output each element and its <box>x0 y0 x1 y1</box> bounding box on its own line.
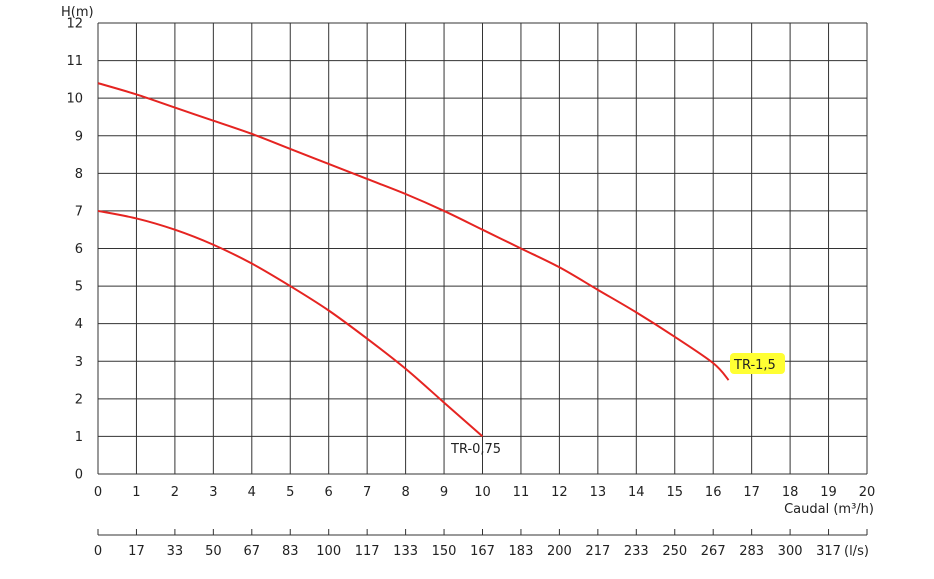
secondary-tick-label: 183 <box>509 544 534 559</box>
y-tick-label: 10 <box>66 92 83 107</box>
secondary-tick-label: 233 <box>624 544 649 559</box>
series-curves <box>97 82 730 438</box>
secondary-tick-label: 33 <box>167 544 184 559</box>
x-tick-label: 1 <box>132 485 140 500</box>
secondary-tick-label: 217 <box>585 544 610 559</box>
secondary-tick-label: 300 <box>778 544 803 559</box>
y-tick-label: 2 <box>75 392 83 407</box>
y-tick-label: 4 <box>75 317 83 332</box>
x-tick-label: 10 <box>474 485 491 500</box>
secondary-tick-label: 67 <box>244 544 261 559</box>
x-tick-label: 6 <box>325 485 333 500</box>
x-tick-label: 13 <box>590 485 607 500</box>
secondary-tick-label: 50 <box>205 544 222 559</box>
secondary-tick-label: 117 <box>355 544 380 559</box>
x-tick-label: 17 <box>743 485 760 500</box>
x-tick-label: 20 <box>859 485 876 500</box>
series-label-tr-15: TR-1,5 <box>733 358 776 373</box>
x-tick-label: 15 <box>666 485 683 500</box>
series-label-highlight <box>730 353 785 374</box>
secondary-tick-label: 283 <box>739 544 764 559</box>
x-tick-label: 3 <box>209 485 217 500</box>
y-axis-title: H(m) <box>61 5 94 20</box>
series-labels: TR-0,75 TR-1,5 <box>450 353 785 457</box>
y-tick-label: 1 <box>75 430 83 445</box>
x-tick-label: 11 <box>513 485 530 500</box>
secondary-tick-label: 167 <box>470 544 495 559</box>
secondary-tick-label: 100 <box>316 544 341 559</box>
secondary-axis-unit: (l/s) <box>844 544 869 559</box>
x-tick-label: 12 <box>551 485 568 500</box>
x-tick-label: 19 <box>820 485 837 500</box>
x-tick-label: 7 <box>363 485 371 500</box>
x-axis-title: Caudal (m³/h) <box>784 502 874 517</box>
x-tick-label: 2 <box>171 485 179 500</box>
x-tick-label: 5 <box>286 485 294 500</box>
x-tick-label: 0 <box>94 485 102 500</box>
x-tick-label: 18 <box>782 485 799 500</box>
x-tick-label: 9 <box>440 485 448 500</box>
y-tick-label: 5 <box>75 280 83 295</box>
y-tick-label: 11 <box>66 54 83 69</box>
secondary-tick-label: 200 <box>547 544 572 559</box>
secondary-tick-label: 150 <box>432 544 457 559</box>
x-tick-label: 14 <box>628 485 645 500</box>
secondary-axis: 0 17 33 50 67 83 100 117 133 150 167 183 200 217 233 25… <box>94 529 868 559</box>
y-tick-label: 7 <box>75 204 83 219</box>
series-line-1 <box>97 82 730 381</box>
x-tick-label: 8 <box>401 485 409 500</box>
series-label-tr-075: TR-0,75 <box>450 442 501 457</box>
series-line-0 <box>97 209 484 438</box>
x-tick-labels: 0 1 2 3 4 5 6 7 8 9 10 11 12 13 14 15 16 17 18 19 20 <box>94 485 875 500</box>
secondary-tick-label: 267 <box>701 544 726 559</box>
secondary-tick-label: 17 <box>128 544 145 559</box>
secondary-tick-label: 317 <box>816 544 841 559</box>
secondary-tick-label: 0 <box>94 544 102 559</box>
y-tick-label: 0 <box>75 468 83 483</box>
grid <box>97 22 868 475</box>
secondary-tick-label: 250 <box>662 544 687 559</box>
secondary-tick-label: 133 <box>393 544 418 559</box>
y-tick-label: 8 <box>75 167 83 182</box>
y-tick-label: 6 <box>75 242 83 257</box>
secondary-tick-label: 83 <box>282 544 299 559</box>
x-tick-label: 4 <box>248 485 256 500</box>
y-tick-label: 3 <box>75 355 83 370</box>
x-tick-label: 16 <box>705 485 722 500</box>
y-tick-label: 12 <box>66 17 83 32</box>
y-tick-label: 9 <box>75 129 83 144</box>
